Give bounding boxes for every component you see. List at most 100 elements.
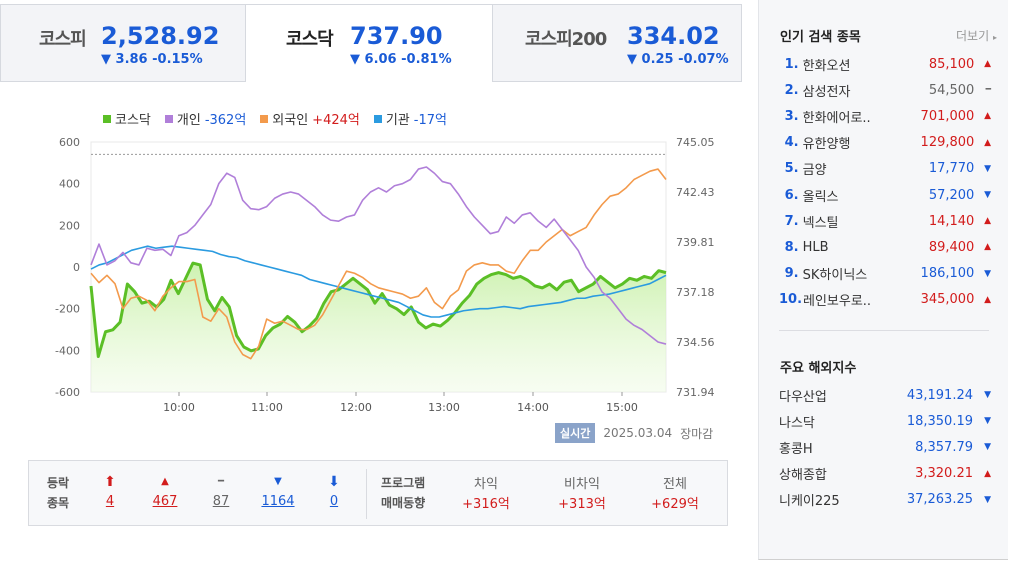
popular-item[interactable]: 7. 넥스틸 14,140 ▲ bbox=[779, 208, 991, 234]
stats-fall[interactable]: ▼ 1164 bbox=[261, 476, 295, 509]
overseas-item[interactable]: 다우산업 43,191.24 ▼ bbox=[779, 382, 991, 408]
market-stats: 등락 종목 ⬆ 4 ▲ 467 ━ 87 ▼ 1164 ⬇ 0 프로그램 매매동향 차익 +31… bbox=[28, 460, 728, 526]
rank: 1. bbox=[784, 56, 799, 72]
stock-name[interactable]: 한화에어로.. bbox=[802, 110, 871, 126]
rank: 5. bbox=[784, 161, 799, 177]
down-triangle-icon: ▼ bbox=[984, 190, 991, 201]
sidebar-divider bbox=[779, 330, 989, 331]
stats-upper-limit[interactable]: ⬆ 4 bbox=[104, 474, 116, 509]
stock-name[interactable]: 유한양행 bbox=[802, 137, 851, 153]
overseas-item[interactable]: 나스닥 18,350.19 ▼ bbox=[779, 408, 991, 434]
program-arbitrage: 차익 +316억 bbox=[462, 477, 510, 512]
popular-item[interactable]: 5. 금양 17,770 ▼ bbox=[779, 156, 991, 182]
intraday-chart: 600 400 200 0 -200 -400 -600 745.05 742.43 739.81… bbox=[55, 136, 715, 414]
stock-price: 85,100 bbox=[928, 56, 975, 72]
series-line-2 bbox=[90, 168, 667, 360]
stats-unchanged[interactable]: ━ 87 bbox=[212, 476, 230, 509]
popular-item[interactable]: 4. 유한양행 129,800 ▲ bbox=[779, 130, 991, 156]
stock-price: 186,100 bbox=[920, 266, 975, 282]
stock-name[interactable]: SK하이닉스 bbox=[802, 268, 868, 284]
down-triangle-icon: ▼ bbox=[984, 163, 991, 174]
right-tick-label: 745.05 bbox=[676, 136, 715, 149]
popular-item[interactable]: 9. SK하이닉스 186,100 ▼ bbox=[779, 261, 991, 287]
realtime-badge[interactable]: 실시간 bbox=[555, 423, 596, 443]
program-title: 프로그램 매매동향 bbox=[381, 476, 426, 510]
tab-kospi200-name: 코스피200 bbox=[525, 29, 607, 50]
popular-item[interactable]: 3. 한화에어로.. 701,000 ▲ bbox=[779, 103, 991, 129]
popular-title: 인기 검색 종목 bbox=[780, 30, 861, 45]
legend-individual: 개인 -362억 bbox=[164, 109, 246, 128]
market-main: 코스피 2,528.92 ▼ 3.86 -0.15% 코스닥 737.90 ▼ … bbox=[0, 4, 742, 526]
overseas-item[interactable]: 홍콩H 8,357.79 ▼ bbox=[779, 434, 991, 460]
legend-institution: 기관 -17억 bbox=[373, 109, 447, 128]
stats-lower-limit[interactable]: ⬇ 0 bbox=[328, 474, 340, 509]
rank: 2. bbox=[784, 82, 799, 98]
stock-name[interactable]: HLB bbox=[802, 239, 829, 255]
down-triangle-icon: ▼ bbox=[984, 268, 991, 279]
rank: 6. bbox=[784, 187, 799, 203]
left-tick-label: -200 bbox=[55, 303, 80, 316]
x-tick-label: 15:00 bbox=[606, 401, 638, 414]
stats-divider bbox=[366, 469, 367, 519]
popular-item[interactable]: 10. 레인보우로.. 345,000 ▲ bbox=[779, 287, 991, 313]
popular-list: 1. 한화오션 85,100 ▲ 2. 삼성전자 54,500 ━ 3. 한화에어로.. 701,0… bbox=[779, 51, 991, 313]
right-tick-label: 731.94 bbox=[676, 386, 715, 399]
stock-name[interactable]: 삼성전자 bbox=[802, 84, 851, 100]
sidebar: 인기 검색 종목 더보기 ▸ 1. 한화오션 85,100 ▲ 2. 삼성전자 54,500… bbox=[758, 0, 1008, 560]
popular-item[interactable]: 8. HLB 89,400 ▲ bbox=[779, 234, 991, 260]
overseas-item[interactable]: 상해종합 3,320.21 ▲ bbox=[779, 461, 991, 487]
flat-dash-icon: ━ bbox=[985, 85, 991, 96]
legend-foreign: 외국인 +424억 bbox=[260, 109, 360, 128]
stock-price: 14,140 bbox=[928, 213, 975, 229]
x-tick-label: 14:00 bbox=[517, 401, 549, 414]
index-name[interactable]: 다우산업 bbox=[779, 389, 827, 405]
left-tick-label: 0 bbox=[73, 261, 80, 274]
chart-legend: 코스닥 개인 -362억 외국인 +424억 기관 -17억 bbox=[103, 109, 447, 128]
stats-rise[interactable]: ▲ 467 bbox=[152, 476, 178, 509]
stock-name[interactable]: 올릭스 bbox=[802, 189, 839, 205]
index-name[interactable]: 니케이225 bbox=[779, 494, 840, 510]
right-tick-label: 737.18 bbox=[676, 286, 715, 299]
down-triangle-icon: ▼ bbox=[984, 442, 991, 453]
index-name[interactable]: 나스닥 bbox=[779, 415, 815, 431]
stock-name[interactable]: 한화오션 bbox=[802, 58, 851, 74]
x-tick-label: 11:00 bbox=[251, 401, 283, 414]
x-tick-label: 10:00 bbox=[163, 401, 195, 414]
popular-item[interactable]: 6. 올릭스 57,200 ▼ bbox=[779, 182, 991, 208]
series-line-3 bbox=[90, 245, 667, 318]
up-triangle-icon: ▲ bbox=[984, 111, 991, 122]
overseas-list: 다우산업 43,191.24 ▼ 나스닥 18,350.19 ▼ 홍콩H 8,357.79 ▼ 상… bbox=[779, 382, 991, 513]
stock-name[interactable]: 레인보우로.. bbox=[803, 294, 872, 310]
tab-kosdaq[interactable]: 코스닥 737.90 ▼ 6.06 -0.81% bbox=[245, 4, 493, 82]
popular-item[interactable]: 1. 한화오션 85,100 ▲ bbox=[779, 51, 991, 77]
stock-name[interactable]: 넥스틸 bbox=[802, 215, 839, 231]
x-tick-label: 13:00 bbox=[428, 401, 460, 414]
stock-price: 129,800 bbox=[920, 135, 975, 151]
series-line-0 bbox=[89, 261, 667, 359]
tab-kospi200-value: 334.02 bbox=[627, 22, 720, 50]
popular-item[interactable]: 2. 삼성전자 54,500 ━ bbox=[779, 77, 991, 103]
up-triangle-icon: ▲ bbox=[984, 59, 991, 70]
tab-kospi200[interactable]: 코스피200 334.02 ▼ 0.25 -0.07% bbox=[492, 4, 742, 82]
up-triangle-icon: ▲ bbox=[984, 216, 991, 227]
overseas-item[interactable]: 니케이225 37,263.25 ▼ bbox=[779, 487, 991, 513]
stock-name[interactable]: 금양 bbox=[802, 163, 827, 179]
tab-kospi-value: 2,528.92 bbox=[101, 22, 220, 50]
stock-price: 57,200 bbox=[928, 187, 975, 203]
stock-price: 345,000 bbox=[920, 292, 975, 308]
down-triangle-icon: ▼ bbox=[984, 416, 991, 427]
trade-date: 2025.03.04 bbox=[603, 426, 673, 440]
rank: 4. bbox=[784, 135, 799, 151]
left-tick-label: -600 bbox=[55, 386, 80, 399]
x-tick-label: 12:00 bbox=[340, 401, 372, 414]
index-name[interactable]: 상해종합 bbox=[779, 468, 827, 484]
program-total: 전체 +629억 bbox=[651, 477, 699, 512]
stock-price: 17,770 bbox=[928, 161, 975, 177]
tab-kosdaq-change: ▼ 6.06 -0.81% bbox=[350, 52, 452, 67]
stock-price: 54,500 bbox=[928, 82, 975, 98]
up-triangle-icon: ▲ bbox=[984, 468, 991, 479]
stock-price: 701,000 bbox=[920, 108, 975, 124]
tab-kospi[interactable]: 코스피 2,528.92 ▼ 3.86 -0.15% bbox=[0, 4, 246, 82]
index-name[interactable]: 홍콩H bbox=[779, 441, 813, 457]
more-link[interactable]: 더보기 ▸ bbox=[956, 29, 997, 43]
